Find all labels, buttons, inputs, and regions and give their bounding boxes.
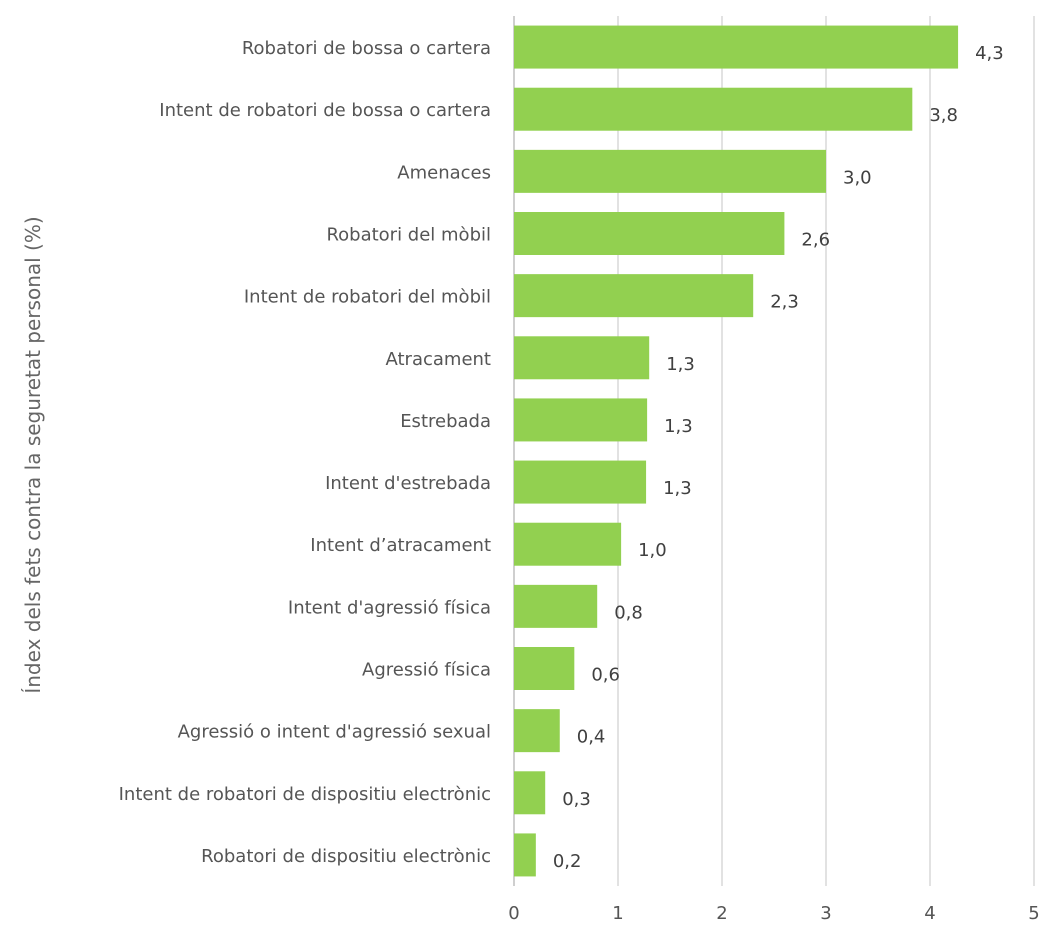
bar-5 — [514, 336, 650, 380]
bar-4 — [514, 274, 754, 318]
category-label-1: Intent de robatori de bossa o cartera — [159, 100, 491, 121]
value-label-2: 3,0 — [843, 167, 872, 188]
value-label-3: 2,6 — [801, 230, 830, 251]
bar-2 — [514, 149, 826, 193]
value-label-7: 1,3 — [663, 478, 692, 499]
gridlines — [513, 16, 1035, 886]
category-label-8: Intent d’atracament — [310, 535, 491, 556]
bar-0 — [514, 25, 959, 69]
bar-13 — [514, 833, 536, 877]
bar-12 — [514, 771, 546, 815]
value-label-1: 3,8 — [929, 105, 958, 126]
category-label-0: Robatori de bossa o cartera — [242, 38, 491, 59]
bar-9 — [514, 584, 598, 628]
x-tick-label-2: 2 — [716, 903, 727, 924]
value-labels: 4,3 3,8 3,0 2,6 2,3 1,3 1,3 1,3 1,0 0,8 0,6 0,4 0,3 0… — [553, 43, 1004, 872]
x-tick-label-0: 0 — [508, 903, 519, 924]
category-label-9: Intent d'agressió física — [288, 597, 491, 618]
x-tick-label-1: 1 — [612, 903, 623, 924]
bar-6 — [514, 398, 648, 442]
bar-7 — [514, 460, 647, 504]
bars — [514, 25, 959, 877]
value-label-9: 0,8 — [614, 602, 643, 623]
x-tick-label-5: 5 — [1028, 903, 1039, 924]
x-tick-label-4: 4 — [924, 903, 935, 924]
category-labels: Robatori de bossa o cartera Intent de rob… — [119, 38, 491, 867]
bar-8 — [514, 522, 622, 566]
value-label-6: 1,3 — [664, 416, 693, 437]
bar-3 — [514, 212, 785, 255]
value-label-11: 0,4 — [577, 727, 606, 748]
bar-1 — [514, 87, 913, 131]
value-label-13: 0,2 — [553, 851, 582, 872]
bar-10 — [514, 647, 575, 690]
category-label-10: Agressió física — [362, 660, 491, 681]
category-label-12: Intent de robatori de dispositiu electrò… — [119, 784, 491, 805]
y-axis-title: Índex dels fets contra la seguretat pers… — [21, 216, 45, 693]
category-label-2: Amenaces — [397, 162, 491, 183]
value-label-10: 0,6 — [591, 665, 620, 686]
category-label-3: Robatori del mòbil — [326, 225, 491, 246]
category-label-13: Robatori de dispositiu electrònic — [201, 846, 491, 867]
category-label-6: Estrebada — [400, 411, 491, 432]
value-label-12: 0,3 — [562, 789, 591, 810]
value-label-5: 1,3 — [666, 354, 695, 375]
category-label-7: Intent d'estrebada — [325, 473, 491, 494]
category-label-4: Intent de robatori del mòbil — [244, 287, 491, 308]
value-label-0: 4,3 — [975, 43, 1004, 64]
bar-11 — [514, 709, 560, 753]
value-label-8: 1,0 — [638, 540, 667, 561]
value-label-4: 2,3 — [770, 292, 799, 313]
category-label-11: Agressió o intent d'agressió sexual — [178, 722, 491, 743]
category-label-5: Atracament — [386, 349, 492, 370]
x-tick-labels: 0 1 2 3 4 5 — [508, 903, 1039, 924]
x-tick-label-3: 3 — [820, 903, 831, 924]
